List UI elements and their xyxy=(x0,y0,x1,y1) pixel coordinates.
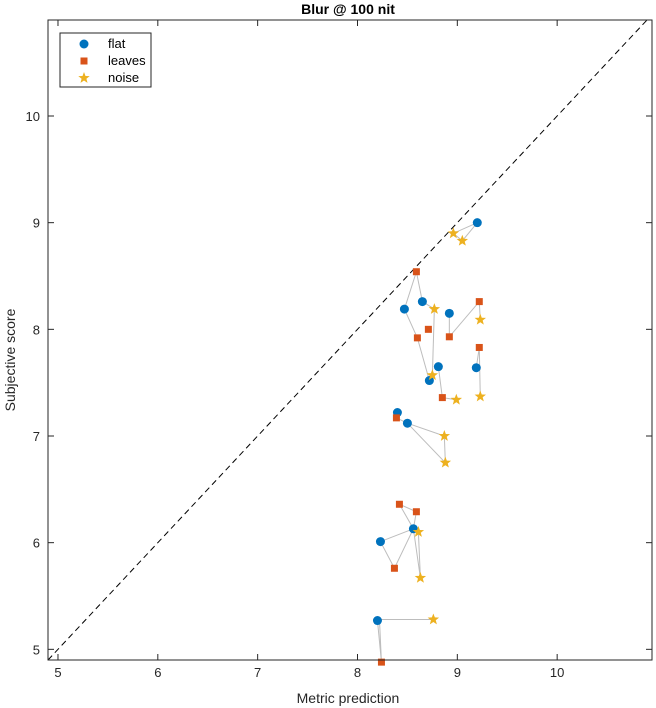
connector-line xyxy=(380,527,421,578)
legend: flat leaves noise xyxy=(59,32,152,88)
y-tick-label: 7 xyxy=(33,429,40,444)
diagonal-reference-line xyxy=(47,19,648,661)
data-point-leaves xyxy=(390,564,398,572)
data-point-flat xyxy=(402,418,412,428)
x-tick-label: 8 xyxy=(354,665,361,680)
connector-line xyxy=(395,412,446,464)
data-point-leaves xyxy=(413,334,421,342)
data-point-leaves xyxy=(445,333,453,341)
chart-title: Blur @ 100 nit xyxy=(301,1,395,17)
data-point-leaves xyxy=(475,343,483,351)
data-point-leaves xyxy=(424,325,432,333)
legend-markers xyxy=(78,39,90,83)
data-point-flat xyxy=(424,376,434,386)
data-point-noise xyxy=(447,227,460,239)
legend-marker-leaves xyxy=(80,57,88,65)
data-point-flat xyxy=(372,616,382,626)
x-axis-label: Metric prediction xyxy=(297,690,400,706)
connector-line xyxy=(448,300,481,339)
data-point-leaves xyxy=(412,268,420,276)
data-point-flat xyxy=(433,362,443,372)
legend-box xyxy=(59,32,152,88)
data-point-noise xyxy=(439,456,452,468)
y-tick-label: 8 xyxy=(33,322,40,337)
x-tick-label: 5 xyxy=(54,665,61,680)
data-point-leaves xyxy=(395,500,403,508)
data-point-noise xyxy=(414,571,427,583)
data-point-noise xyxy=(474,390,486,402)
data-point-flat xyxy=(399,304,409,314)
y-tick-label: 5 xyxy=(33,642,40,657)
legend-label-flat: flat xyxy=(108,36,126,51)
y-tick-label: 9 xyxy=(33,216,40,231)
legend-marker-flat xyxy=(79,39,89,49)
axes-box xyxy=(47,19,653,661)
data-point-leaves xyxy=(475,298,483,306)
data-point-flat xyxy=(417,297,427,307)
data-point-noise xyxy=(412,526,425,537)
data-point-flat xyxy=(444,308,454,318)
data-point-flat xyxy=(471,363,481,373)
x-tick-label: 7 xyxy=(254,665,261,680)
data-point-flat xyxy=(472,218,482,228)
x-tick-label: 6 xyxy=(154,665,161,680)
connector-line xyxy=(376,618,434,663)
data-point-noise xyxy=(428,303,441,314)
data-point-leaves xyxy=(412,508,420,516)
data-point-noise xyxy=(427,613,440,625)
data-point-leaves xyxy=(438,394,446,402)
y-tick-label: 6 xyxy=(33,536,40,551)
data-point-noise xyxy=(450,393,463,405)
plot-marks xyxy=(47,19,648,666)
connector-line xyxy=(398,503,417,531)
legend-marker-noise xyxy=(78,72,90,83)
axis-ticks: 5 6 7 8 9 10 5 6 7 8 9 10 xyxy=(26,20,652,680)
legend-label-leaves: leaves xyxy=(108,53,146,68)
x-tick-label: 10 xyxy=(550,665,564,680)
data-point-noise xyxy=(438,430,451,441)
connector-line xyxy=(452,222,478,242)
y-axis-label: Subjective score xyxy=(2,308,18,411)
x-tick-label: 9 xyxy=(454,665,461,680)
data-point-leaves xyxy=(392,414,400,422)
data-point-flat xyxy=(375,537,385,547)
data-point-leaves xyxy=(377,658,385,666)
y-tick-label: 10 xyxy=(26,109,40,124)
data-point-noise xyxy=(456,234,469,246)
legend-label-noise: noise xyxy=(108,70,139,85)
data-point-noise xyxy=(474,313,486,325)
data-point-noise xyxy=(426,369,439,381)
